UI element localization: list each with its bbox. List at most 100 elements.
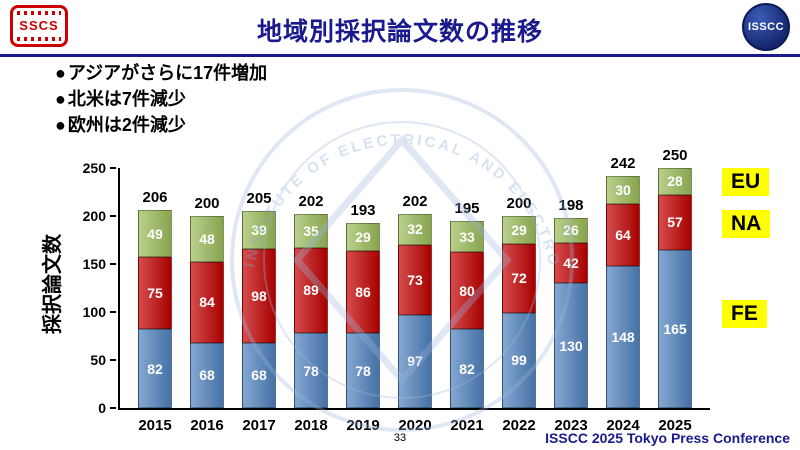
- y-tick-mark: [110, 167, 116, 169]
- total-label: 206: [142, 189, 168, 207]
- bar-segment-na: 57: [658, 194, 692, 250]
- bar-segment-na: 80: [450, 252, 484, 330]
- total-label: 195: [454, 199, 480, 217]
- x-tick-label: 2018: [294, 417, 328, 434]
- bar-stack: 206 49 75 82: [138, 189, 172, 408]
- bar-segment-na: 64: [606, 204, 640, 266]
- bullet-marker: ●: [55, 89, 66, 109]
- y-tick-mark: [110, 359, 116, 361]
- bar-segment-eu: 28: [658, 168, 692, 195]
- bar-segment-eu: 48: [190, 216, 224, 263]
- bar-segment-eu: 39: [242, 211, 276, 249]
- y-tick-mark: [110, 263, 116, 265]
- bullet-text: 北米は7件減少: [67, 89, 186, 109]
- bar-segment-fe: 97: [398, 314, 432, 408]
- filmstrip-decoration: [17, 37, 61, 41]
- bullet-item: ● 北米は7件減少: [55, 86, 267, 112]
- bar-segment-eu: 29: [502, 216, 536, 244]
- total-label: 202: [298, 193, 324, 211]
- y-axis-title: 採択論文数: [42, 234, 64, 334]
- slide-header: SSCS 地域別採択論文数の推移 ISSCC: [0, 0, 800, 57]
- x-tick-label: 2023: [554, 417, 588, 434]
- bar-stack: 205 39 98 68: [242, 190, 276, 408]
- bar-segment-na: 89: [294, 247, 328, 334]
- x-tick-label: 2016: [190, 417, 224, 434]
- total-label: 193: [350, 201, 376, 219]
- bar-segment-na: 42: [554, 242, 588, 284]
- bar-segment-eu: 49: [138, 210, 172, 258]
- bar-segment-eu: 32: [398, 214, 432, 245]
- total-label: 205: [246, 190, 272, 208]
- bar-segment-na: 72: [502, 243, 536, 313]
- total-label: 198: [558, 196, 584, 214]
- sscs-logo: SSCS: [10, 5, 68, 47]
- x-tick-label: 2017: [242, 417, 276, 434]
- conference-credit: ISSCC 2025 Tokyo Press Conference: [545, 430, 790, 446]
- bar-segment-eu: 35: [294, 214, 328, 248]
- bar-segment-fe: 82: [138, 329, 172, 408]
- x-tick-label: 2022: [502, 417, 536, 434]
- bar-group-2015: 206 49 75 82 2015: [138, 168, 172, 434]
- bar-stack: 250 28 57 165: [658, 147, 692, 408]
- y-tick-mark: [110, 407, 116, 409]
- bar-stack: 202 35 89 78: [294, 193, 328, 408]
- x-tick-label: 2015: [138, 417, 172, 434]
- bar-segment-eu: 26: [554, 217, 588, 243]
- bar-group-2025: 250 28 57 165 2025: [658, 147, 692, 434]
- filmstrip-decoration: [17, 11, 61, 15]
- bar-segment-na: 86: [346, 250, 380, 334]
- y-tick-label: 50: [90, 352, 106, 368]
- bar-segment-na: 98: [242, 248, 276, 343]
- bar-segment-fe: 68: [190, 342, 224, 408]
- bar-group-2020: 202 32 73 97 2020: [398, 168, 432, 434]
- bar-segment-fe: 68: [242, 342, 276, 408]
- x-tick-label: 2019: [346, 417, 380, 434]
- bar-segment-eu: 33: [450, 220, 484, 253]
- total-label: 202: [402, 193, 428, 211]
- bar-series-container: 206 49 75 82 2015 200 48 84 68 2016 205 39 98 68 2017 2…: [120, 147, 710, 434]
- bullet-text: アジアがさらに17件増加: [67, 63, 268, 83]
- bar-group-2017: 205 39 98 68 2017: [242, 168, 276, 434]
- sscs-logo-label: SSCS: [19, 18, 59, 33]
- bar-segment-na: 75: [138, 257, 172, 330]
- bar-stack: 198 26 42 130: [554, 197, 588, 408]
- x-tick-label: 2025: [658, 417, 692, 434]
- y-tick-label: 0: [98, 400, 106, 416]
- bar-segment-fe: 165: [658, 249, 692, 408]
- bar-segment-na: 73: [398, 244, 432, 315]
- y-tick-label: 100: [82, 304, 106, 320]
- page-number: 33: [393, 432, 407, 444]
- bar-group-2021: 195 33 80 82 2021: [450, 168, 484, 434]
- legend-label-na: NA: [722, 210, 771, 238]
- bar-stack: 202 32 73 97: [398, 193, 432, 408]
- bar-group-2019: 193 29 86 78 2019: [346, 168, 380, 434]
- x-tick-label: 2021: [450, 417, 484, 434]
- bullet-item: ● 欧州は2件減少: [55, 112, 267, 138]
- bullet-text: 欧州は2件減少: [67, 115, 186, 135]
- bar-group-2023: 198 26 42 130 2023: [554, 168, 588, 434]
- bar-segment-fe: 148: [606, 265, 640, 408]
- bullet-item: ● アジアがさらに17件増加: [55, 60, 267, 86]
- legend-label-eu: EU: [722, 168, 770, 196]
- plot-area: 0 50 100 150 200 250 206 49 75 82 2015 200 48 84 68 20…: [83, 147, 710, 434]
- y-tick-label: 200: [82, 208, 106, 224]
- bar-segment-na: 84: [190, 262, 224, 343]
- bar-segment-eu: 30: [606, 175, 640, 205]
- total-label: 200: [506, 195, 532, 212]
- bullet-list: ● アジアがさらに17件増加 ● 北米は7件減少 ● 欧州は2件減少: [55, 60, 267, 138]
- isscc-logo: ISSCC: [742, 3, 790, 51]
- x-tick-label: 2024: [606, 417, 640, 434]
- bar-group-2024: 242 30 64 148 2024: [606, 155, 640, 434]
- bar-segment-eu: 29: [346, 222, 380, 251]
- bar-stack: 242 30 64 148: [606, 155, 640, 408]
- bar-segment-fe: 99: [502, 312, 536, 408]
- bullet-marker: ●: [55, 115, 66, 135]
- bar-stack: 195 33 80 82: [450, 200, 484, 408]
- y-axis-ticks: 0 50 100 150 200 250: [64, 160, 118, 416]
- bar-segment-fe: 82: [450, 329, 484, 408]
- bar-segment-fe: 130: [554, 283, 588, 408]
- total-label: 242: [610, 154, 636, 172]
- y-tick-label: 150: [82, 256, 106, 272]
- x-tick-label: 2020: [398, 417, 432, 434]
- bar-group-2022: 200 29 72 99 2022: [502, 168, 536, 434]
